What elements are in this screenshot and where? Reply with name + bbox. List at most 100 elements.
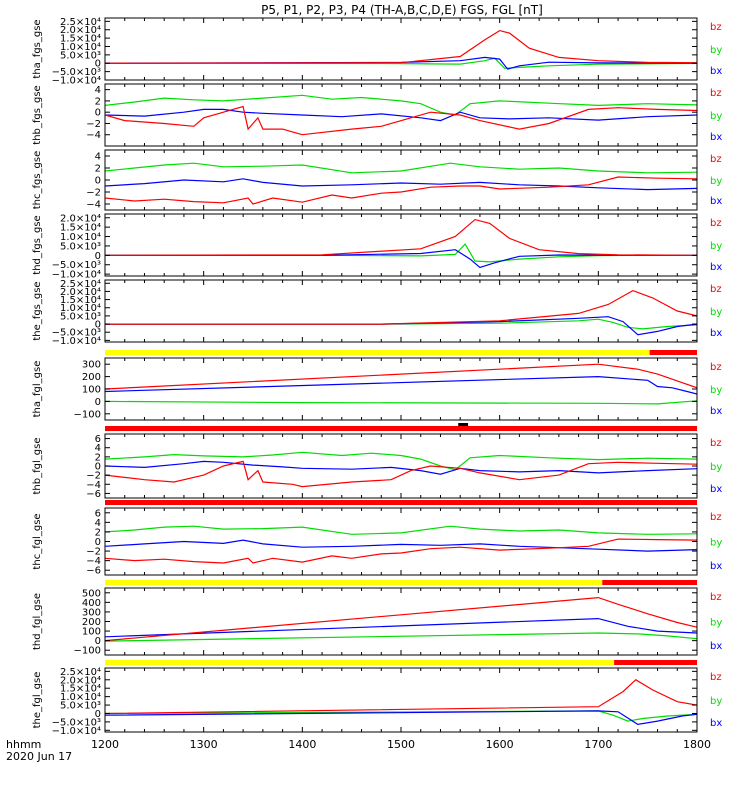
series-line-bz [105,538,697,564]
y-tick-label: 1.5×10⁴ [60,684,101,695]
legend-label-bz: bz [710,592,722,603]
series-group [105,218,697,269]
status-bar-segment [649,350,697,355]
y-tick-label: 5.0×10³ [60,311,101,322]
footer-time-label: hhmm [6,738,41,751]
x-tick-label: 1300 [190,738,218,751]
series-line-by [105,632,697,642]
status-bar-segment [602,580,697,585]
y-tick-label: −100 [74,409,101,420]
y-axis-label: the_fgl_gse [32,672,43,729]
status-bar-segment [105,580,603,585]
panels-group: 2.5×10⁴2.0×10⁴1.5×10⁴1.0×10⁴5.0×10³0−5.0… [32,17,722,737]
y-tick-label: 6 [95,508,101,519]
series-group [105,596,697,642]
y-tick-label: 0 [95,251,101,262]
legend-label-bx: bx [710,262,722,273]
y-tick-label: 200 [82,617,101,628]
panel-2: 420−2−4 thb_fgs_gse bz by bx [32,83,722,147]
legend-label-bx: bx [710,132,722,143]
series-line-bx [105,316,697,336]
y-tick-label: 4 [95,85,101,96]
y-tick-label: −1.0×10⁴ [52,76,101,87]
y-tick-label: 1.5×10⁴ [60,34,101,45]
series-line-bx [105,108,697,122]
legend-label-by: by [710,385,722,396]
series-group [105,363,697,405]
y-tick-label: 1.0×10⁴ [60,303,101,314]
y-axis-label: the_fgs_gse [32,281,43,340]
y-tick-label: −1.0×10⁴ [52,270,101,281]
series-line-bx [105,56,697,70]
y-tick-label: 500 [82,588,101,599]
status-bar-segment [105,426,697,431]
series-line-bz [105,289,697,325]
y-axis-label: tha_fgs_gse [32,19,43,78]
series-line-bz [105,596,697,642]
y-tick-label: 5.0×10³ [60,701,101,712]
y-tick-label: 2 [95,164,101,175]
y-tick-label: 0 [95,59,101,70]
y-tick-label: −1.0×10⁴ [52,336,101,347]
legend-label-bz: bz [710,22,722,33]
series-group [105,525,697,564]
panel-frame [104,17,698,81]
legend-label-bx: bx [710,328,722,339]
y-tick-label: −6 [86,566,101,577]
status-bar-segment [105,500,697,505]
series-line-bx [105,375,697,395]
y-tick-label: 2 [95,527,101,538]
series-line-by [105,525,697,535]
series-line-bx [105,249,697,269]
series-group [105,679,697,726]
footer-date-label: 2020 Jun 17 [6,750,72,763]
series-line-by [105,400,697,405]
y-tick-label: −5.0×10³ [52,67,101,78]
series-group [105,94,697,136]
panel-frame [104,213,698,277]
y-tick-label: 1.5×10⁴ [60,223,101,234]
status-bar-segment [458,423,469,426]
series-group [105,289,697,336]
y-tick-label: −5.0×10³ [52,328,101,339]
series-line-by [105,94,697,116]
series-group [105,162,697,205]
legend-label-bx: bx [710,66,722,77]
x-tick-label: 1200 [91,738,119,751]
y-tick-label: −6 [86,489,101,500]
chart-title: P5, P1, P2, P3, P4 (TH-A,B,C,D,E) FGS, F… [261,3,543,17]
series-line-by [105,57,697,69]
y-tick-label: 0 [95,537,101,548]
series-line-bx [105,460,697,475]
y-tick-label: −1.0×10⁴ [52,726,101,737]
y-tick-label: 1.0×10⁴ [60,232,101,243]
y-tick-label: 0 [95,636,101,647]
y-axis-label: thc_fgs_gse [32,151,43,210]
legend-label-bz: bz [710,672,722,683]
legend-label-bx: bx [710,718,722,729]
status-bar-segment [105,660,615,665]
y-tick-label: 200 [82,372,101,383]
y-tick-label: 1.0×10⁴ [60,42,101,53]
legend-label-bx: bx [710,484,722,495]
legend-label-bz: bz [710,88,722,99]
legend-label-by: by [710,538,722,549]
series-line-bz [105,218,697,256]
y-tick-label: 0 [95,320,101,331]
series-line-bx [105,178,697,191]
y-tick-label: −4 [86,200,101,211]
legend-label-by: by [710,176,722,187]
y-axis-label: thd_fgl_gse [32,593,43,650]
series-group [105,451,697,488]
panel-1: 2.5×10⁴2.0×10⁴1.5×10⁴1.0×10⁴5.0×10³0−5.0… [32,17,722,87]
status-bar-segment [105,350,650,355]
y-tick-label: −2 [86,471,101,482]
y-axis-label: thc_fgl_gse [32,513,43,569]
y-axis-label: tha_fgl_gse [32,361,43,418]
x-tick-label: 1400 [288,738,316,751]
legend-label-bz: bz [710,512,722,523]
legend-label-bx: bx [710,641,722,652]
y-axis-label: thd_fgs_gse [32,215,43,274]
